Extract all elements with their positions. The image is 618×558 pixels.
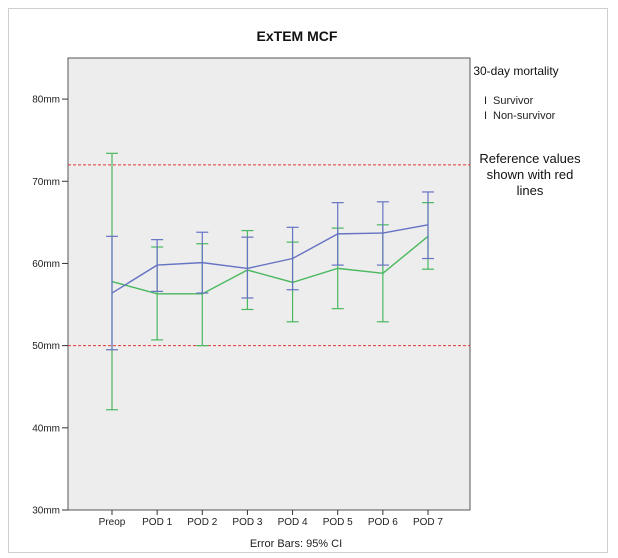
survivor-line (111, 224, 429, 294)
legend-label-survivor: Survivor (493, 95, 534, 107)
x-tick-label-0: Preop (99, 517, 126, 528)
non-survivor-line (111, 235, 429, 295)
series-survivor (106, 191, 434, 351)
y-tick-label-60: 60mm (32, 259, 60, 270)
reference-note-line-3: lines (517, 183, 544, 198)
reference-note-line-2: shown with red (487, 167, 574, 182)
y-tick-label-40: 40mm (32, 423, 60, 434)
survivor-error-bar-3 (241, 236, 254, 299)
y-tick-label-70: 70mm (32, 177, 60, 188)
legend: 30-day mortality I Survivor I Non-surviv… (473, 64, 558, 122)
series-layer (106, 152, 434, 411)
reference-lines (68, 164, 470, 347)
y-tick-label-80: 80mm (32, 95, 60, 106)
legend-marker-survivor: I (484, 95, 487, 107)
x-axis: Preop POD 1 POD 2 POD 3 POD 4 POD 5 POD 6 POD 7 (99, 510, 443, 528)
x-tick-label-4: POD 4 (278, 517, 308, 528)
y-axis: 30mm 40mm 50mm 60mm 70mm 80mm (32, 95, 68, 517)
reference-note: Reference values shown with red lines (479, 151, 581, 198)
plot-area (67, 57, 471, 511)
x-tick-label-3: POD 3 (232, 517, 262, 528)
y-tick-label-50: 50mm (32, 341, 60, 352)
chart-title: ExTEM MCF (257, 28, 338, 44)
legend-marker-non-survivor: I (484, 110, 487, 122)
y-tick-label-30: 30mm (32, 506, 60, 517)
x-tick-label-6: POD 6 (368, 517, 398, 528)
x-tick-label-1: POD 1 (142, 517, 172, 528)
x-tick-label-7: POD 7 (413, 517, 443, 528)
legend-title: 30-day mortality (473, 64, 558, 78)
x-tick-label-2: POD 2 (187, 517, 217, 528)
error-bars-footnote: Error Bars: 95% CI (250, 538, 342, 550)
figure-frame (8, 8, 608, 553)
x-tick-label-5: POD 5 (323, 517, 353, 528)
legend-label-non-survivor: Non-survivor (493, 110, 556, 122)
reference-note-line-1: Reference values (479, 151, 581, 166)
